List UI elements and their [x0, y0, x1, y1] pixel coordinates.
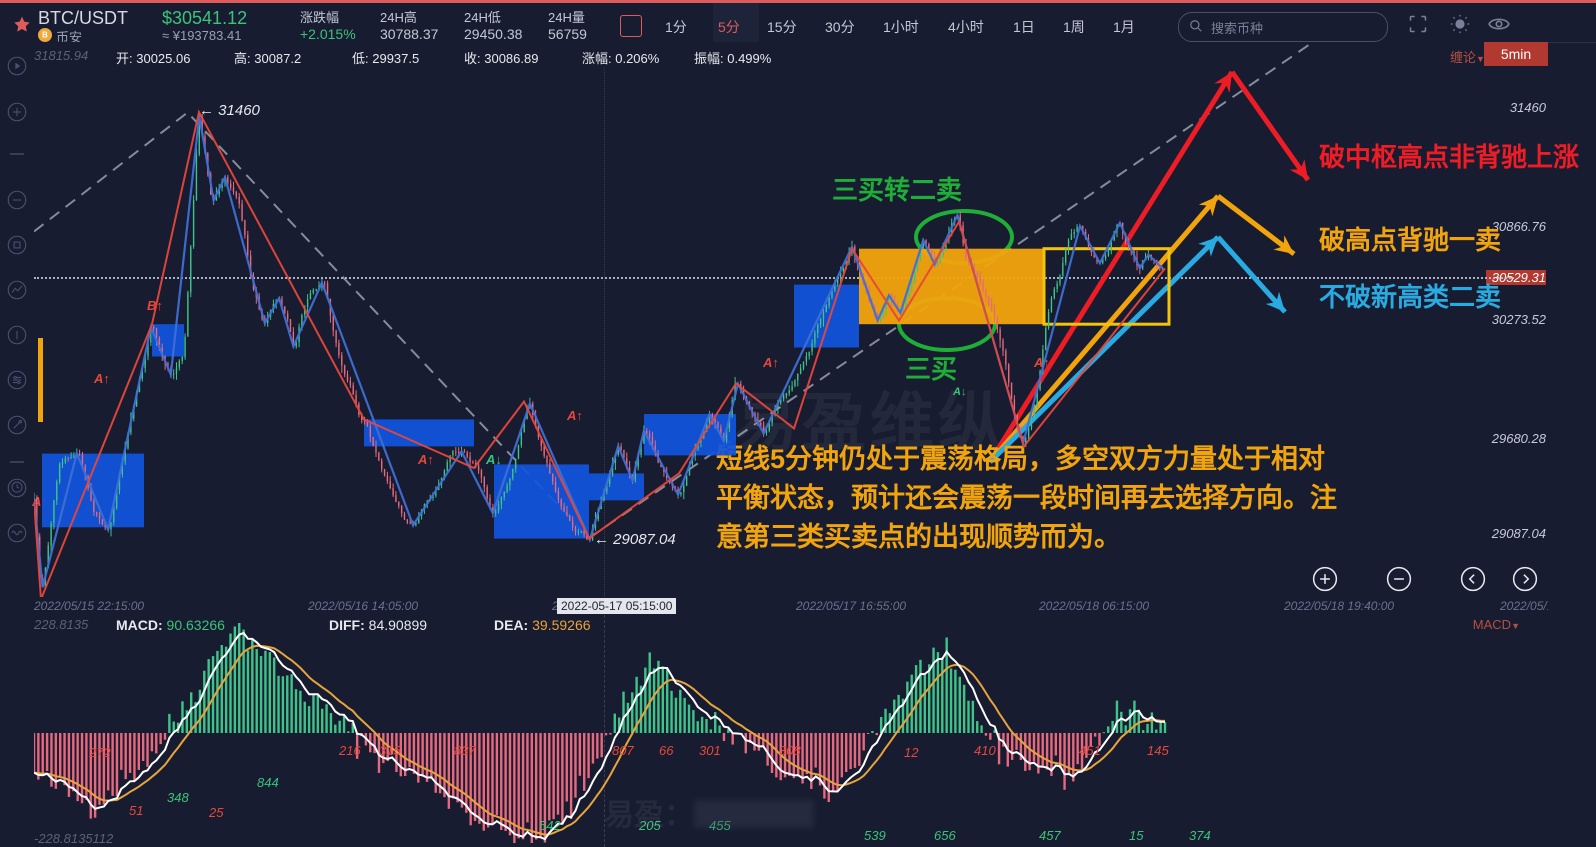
- svg-text:B: B: [42, 31, 48, 40]
